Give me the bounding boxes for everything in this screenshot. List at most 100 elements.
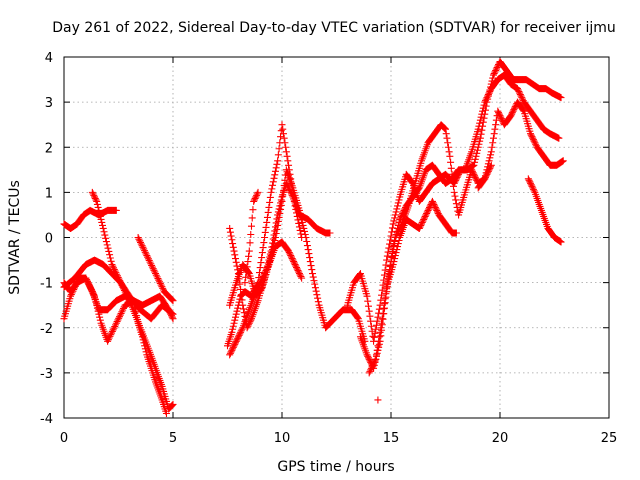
data-point — [287, 175, 295, 183]
data-point — [480, 101, 488, 109]
y-tick-label: -2 — [40, 322, 53, 337]
data-point — [262, 223, 270, 231]
data-point — [364, 354, 372, 362]
x-axis-ticks: 0 5 10 15 20 25 — [60, 57, 617, 446]
data-point — [326, 229, 334, 237]
data-point — [85, 280, 93, 288]
data-point — [246, 239, 254, 247]
data-point — [226, 349, 234, 357]
data-point — [294, 216, 302, 224]
data-point — [228, 328, 236, 336]
data-point — [295, 268, 303, 276]
data-point — [82, 274, 90, 282]
data-point — [112, 321, 120, 329]
data-point — [235, 331, 243, 339]
data-point — [529, 136, 537, 144]
data-point — [450, 179, 458, 187]
data-point — [311, 284, 319, 292]
data-point — [293, 264, 301, 272]
data-point — [268, 185, 276, 193]
data-point — [274, 157, 282, 165]
data-point — [363, 351, 371, 359]
y-tick-label: -3 — [40, 367, 53, 382]
data-point — [306, 258, 314, 266]
data-point — [478, 110, 486, 118]
data-point — [156, 278, 164, 286]
data-point — [93, 197, 101, 205]
data-point — [255, 269, 263, 277]
data-point — [252, 193, 260, 201]
data-point — [478, 126, 486, 134]
data-point — [245, 247, 253, 255]
data-point — [369, 361, 377, 369]
data-point — [515, 88, 523, 96]
data-point — [94, 203, 102, 211]
data-point — [305, 250, 313, 258]
data-point — [378, 319, 386, 327]
data-point — [531, 139, 539, 147]
data-point — [238, 325, 246, 333]
data-point — [251, 194, 259, 202]
data-point — [148, 263, 156, 271]
data-point — [434, 208, 442, 216]
data-point — [390, 217, 398, 225]
data-point — [492, 67, 500, 75]
data-point — [381, 295, 389, 303]
data-point — [138, 333, 146, 341]
data-point — [228, 346, 236, 354]
data-point — [119, 306, 127, 314]
data-point — [383, 256, 391, 264]
data-point — [109, 262, 117, 270]
data-point — [96, 209, 104, 217]
data-point — [243, 324, 251, 332]
data-point — [486, 154, 494, 162]
data-point — [391, 211, 399, 219]
data-point — [489, 139, 497, 147]
data-point — [290, 197, 298, 205]
data-point — [421, 212, 429, 220]
data-point — [423, 208, 431, 216]
data-point — [166, 309, 174, 317]
x-tick-label: 0 — [60, 431, 68, 446]
data-point — [269, 178, 277, 186]
data-point — [287, 252, 295, 260]
data-point — [256, 264, 264, 272]
data-point — [236, 280, 244, 288]
data-point — [169, 315, 177, 323]
data-point — [395, 237, 403, 245]
data-point — [281, 139, 289, 147]
data-point — [366, 367, 374, 375]
data-point — [395, 196, 403, 204]
data-point — [165, 306, 173, 314]
data-point — [101, 231, 109, 239]
data-point — [432, 205, 440, 213]
data-point — [274, 151, 282, 159]
data-point — [140, 247, 148, 255]
data-point — [511, 104, 519, 112]
data-point — [450, 188, 458, 196]
data-point — [452, 196, 460, 204]
data-point — [109, 326, 117, 334]
data-point — [249, 206, 257, 214]
data-point — [366, 312, 374, 320]
data-point — [230, 319, 238, 327]
data-point — [231, 316, 239, 324]
data-point — [491, 68, 499, 76]
data-point — [108, 327, 116, 335]
data-point — [271, 167, 279, 175]
data-point — [494, 107, 502, 115]
data-point — [296, 271, 304, 279]
data-point — [108, 329, 116, 337]
data-point — [507, 112, 515, 120]
data-point — [240, 309, 248, 317]
data-point — [290, 259, 298, 267]
data-point — [230, 342, 238, 350]
data-point — [480, 114, 488, 122]
data-point — [110, 324, 118, 332]
data-point — [508, 110, 516, 118]
data-point — [286, 170, 294, 178]
data-point — [372, 325, 380, 333]
data-point — [282, 148, 290, 156]
data-point — [68, 289, 76, 297]
data-point — [513, 85, 521, 93]
